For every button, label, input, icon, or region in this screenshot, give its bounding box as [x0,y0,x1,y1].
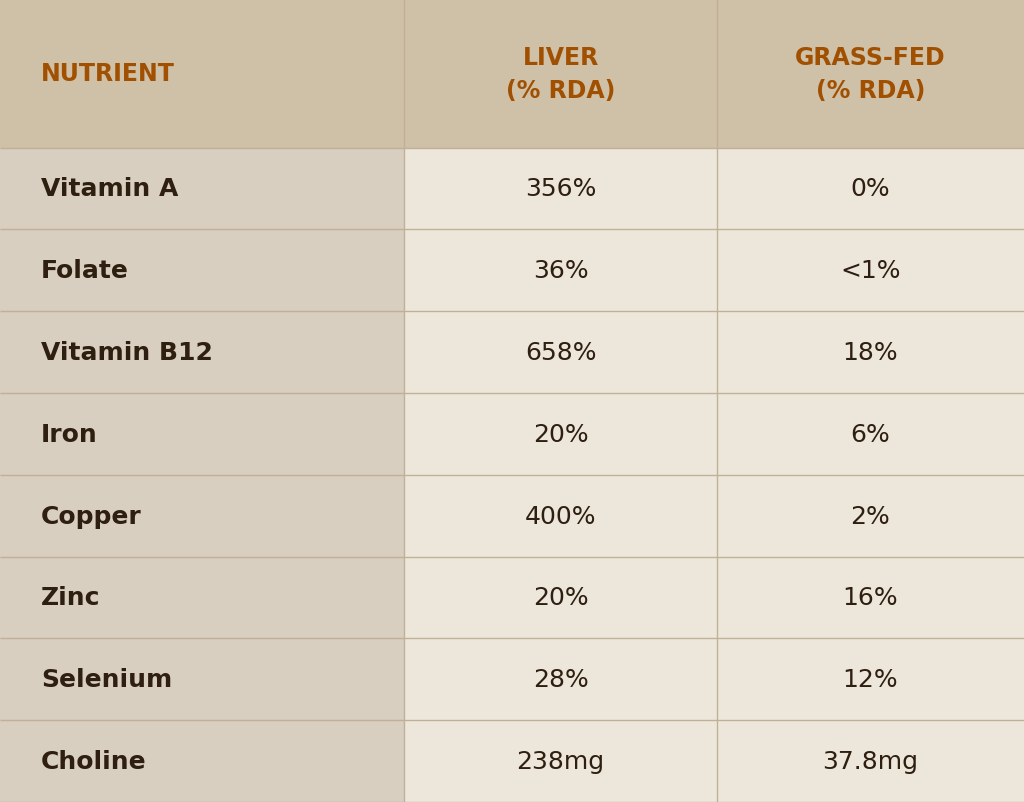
Text: 18%: 18% [843,341,898,365]
Text: 356%: 356% [525,177,596,201]
Text: 0%: 0% [851,177,890,201]
Text: NUTRIENT: NUTRIENT [41,63,175,86]
Text: 20%: 20% [532,585,589,610]
Text: Choline: Choline [41,749,146,773]
Text: 37.8mg: 37.8mg [822,749,919,773]
Text: 658%: 658% [525,341,596,365]
Text: 28%: 28% [532,667,589,691]
Text: Vitamin B12: Vitamin B12 [41,341,213,365]
Bar [404,148,1024,802]
Text: Zinc: Zinc [41,585,100,610]
Text: Copper: Copper [41,504,141,528]
Text: <1%: <1% [840,259,901,283]
Text: 2%: 2% [851,504,890,528]
Text: GRASS-FED
(% RDA): GRASS-FED (% RDA) [795,46,946,103]
Text: 36%: 36% [532,259,589,283]
Text: 16%: 16% [843,585,898,610]
Text: 12%: 12% [843,667,898,691]
Bar [0,148,404,802]
Text: LIVER
(% RDA): LIVER (% RDA) [506,46,615,103]
Text: 238mg: 238mg [516,749,605,773]
Text: 20%: 20% [532,423,589,447]
Text: Folate: Folate [41,259,129,283]
Text: Vitamin A: Vitamin A [41,177,178,201]
Text: Iron: Iron [41,423,97,447]
Text: 400%: 400% [525,504,596,528]
Text: 6%: 6% [851,423,890,447]
Bar [0,0,1024,148]
Text: Selenium: Selenium [41,667,172,691]
